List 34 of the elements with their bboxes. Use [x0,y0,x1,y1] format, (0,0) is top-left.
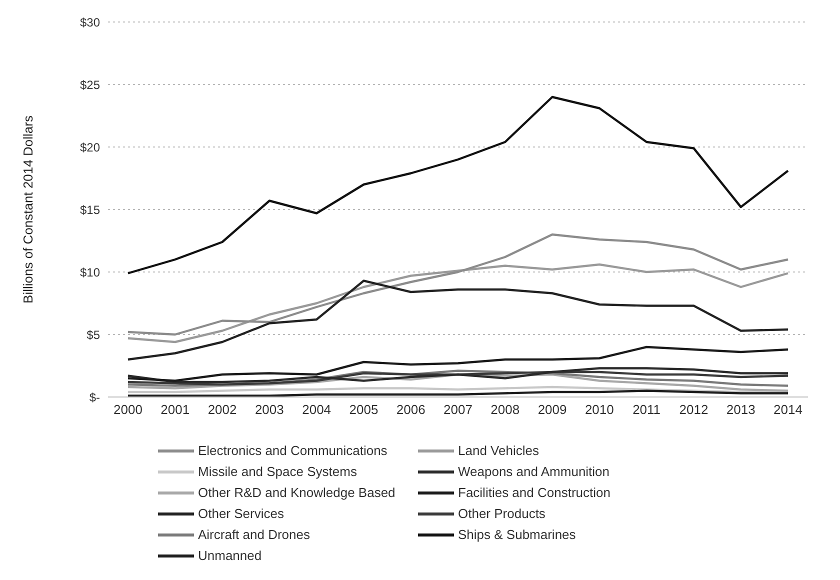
x-tick-label: 2005 [349,402,378,418]
x-tick-label: 2004 [302,402,332,418]
x-tick-label: 2010 [584,402,614,418]
x-tick-label: 2002 [208,402,237,418]
legend-label: Facilities and Construction [458,485,610,500]
x-tick-label: 2009 [538,402,567,418]
y-tick-label: $15 [80,202,100,217]
y-axis-title: Billions of Constant 2014 Dollars [20,115,36,304]
legend-label: Electronics and Communications [198,443,388,458]
x-tick-label: 2001 [160,402,190,418]
x-tick-label: 2007 [444,402,472,418]
y-tick-label: $- [89,390,100,404]
x-tick-label: 2013 [726,402,756,418]
x-tick-label: 2006 [396,402,426,418]
x-tick-label: 2000 [114,402,142,418]
legend-label: Weapons and Ammunition [458,464,610,479]
x-tick-label: 2014 [774,402,802,418]
y-tick-label: $30 [80,15,100,30]
x-tick-label: 2003 [254,402,284,418]
legend-label: Other R&D and Knowledge Based [198,485,396,500]
x-tick-label: 2012 [679,402,708,418]
x-tick-label: 2011 [632,402,661,418]
legend-label: Other Services [198,506,284,521]
legend-label: Other Products [458,506,546,521]
legend-label: Unmanned [198,548,262,563]
x-tick-label: 2008 [490,402,520,418]
legend-label: Aircraft and Drones [198,527,310,542]
legend-label: Ships & Submarines [458,527,576,542]
y-tick-label: $25 [80,78,100,92]
y-tick-label: $10 [80,265,100,280]
legend-label: Missile and Space Systems [198,464,357,479]
y-tick-label: $5 [86,328,100,342]
legend-label: Land Vehicles [458,443,539,458]
y-tick-label: $20 [80,140,100,154]
